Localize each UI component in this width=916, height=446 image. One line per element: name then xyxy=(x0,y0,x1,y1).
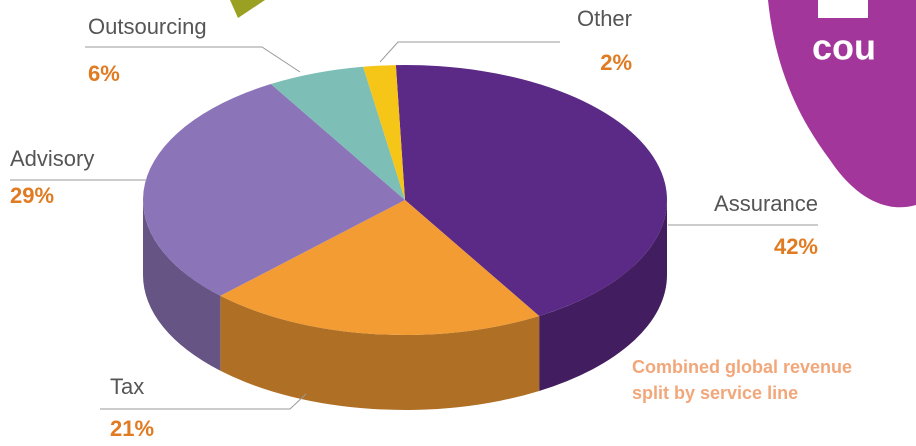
slice-label: Tax xyxy=(110,374,144,399)
decoration xyxy=(230,0,265,18)
slice-label: Other xyxy=(577,6,632,31)
leader-line xyxy=(379,41,560,63)
badge-text: cou xyxy=(812,27,876,68)
pie-slice xyxy=(143,84,406,296)
pie-side xyxy=(539,200,667,391)
decoration-blob xyxy=(768,0,916,208)
caption: Combined global revenue xyxy=(632,357,852,377)
decoration xyxy=(818,0,868,18)
leader-line xyxy=(85,46,301,73)
slice-value-label: 21% xyxy=(110,416,154,441)
slice-label: Assurance xyxy=(714,191,818,216)
slice-value-label: 2% xyxy=(600,50,632,75)
pie-slice xyxy=(395,65,667,316)
caption: split by service line xyxy=(632,383,798,403)
slice-value-label: 42% xyxy=(774,234,818,259)
slice-value-label: 29% xyxy=(10,183,54,208)
slice-value-label: 6% xyxy=(88,61,120,86)
pie-side xyxy=(143,200,221,371)
pie-slice xyxy=(220,200,540,335)
leader-line xyxy=(100,393,307,410)
slice-label: Advisory xyxy=(10,146,94,171)
slice-label: Outsourcing xyxy=(88,14,207,39)
pie-slice xyxy=(270,66,405,200)
pie-slice xyxy=(363,65,405,200)
pie-side xyxy=(220,295,540,411)
